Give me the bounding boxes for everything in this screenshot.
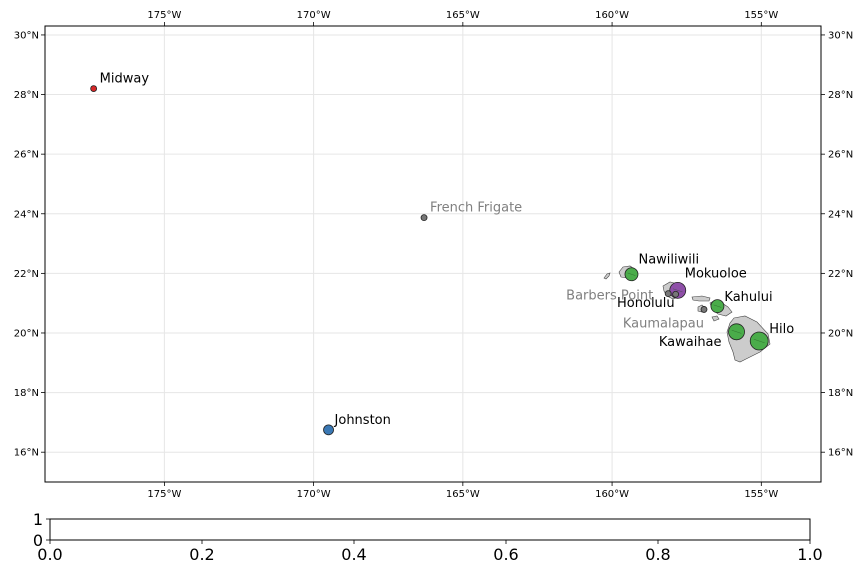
label-johnston: Johnston <box>334 413 391 428</box>
colorbar-x-tick-label: 0.4 <box>341 545 366 564</box>
marker-detail <box>713 304 722 308</box>
island-niihau <box>603 272 611 280</box>
map-gridlines <box>45 26 821 482</box>
lat-tick-label-left: 20°N <box>14 328 39 339</box>
lon-tick-label-top: 165°W <box>446 10 480 21</box>
label-kaumalapau: Kaumalapau <box>623 316 704 331</box>
lat-tick-label-left: 28°N <box>14 90 39 101</box>
marker-midway <box>90 85 98 92</box>
lat-tick-label-right: 30°N <box>828 30 853 41</box>
label-hilo: Hilo <box>769 322 794 337</box>
marker-kaumalapau <box>700 306 708 313</box>
marker-johnston <box>323 424 334 436</box>
marker-barbers-point <box>664 290 672 298</box>
lat-tick-label-left: 26°N <box>14 150 39 161</box>
lat-tick-label-right: 20°N <box>828 328 853 339</box>
station-markers <box>90 85 769 436</box>
lon-tick-label-bottom: 170°W <box>297 489 331 500</box>
lon-tick-label-top: 175°W <box>147 10 181 21</box>
colorbar-x-tick-label: 0.6 <box>493 545 518 564</box>
island-molokai <box>691 295 711 302</box>
island-kahoolawe <box>711 315 720 322</box>
lat-tick-label-right: 24°N <box>828 209 853 220</box>
lon-tick-label-top: 160°W <box>595 10 629 21</box>
map-frame <box>44 25 822 483</box>
lat-tick-label-right: 22°N <box>828 269 853 280</box>
marker-detail <box>753 338 765 344</box>
colorbar-x-tick-label: 0.0 <box>37 545 62 564</box>
label-mokuoloe: Mokuoloe <box>685 266 747 281</box>
label-french-frigate: French Frigate <box>430 201 522 216</box>
label-midway: Midway <box>100 72 150 87</box>
lat-tick-label-right: 16°N <box>828 448 853 459</box>
lon-tick-label-bottom: 160°W <box>595 489 629 500</box>
label-honolulu: Honolulu <box>617 296 675 311</box>
lat-tick-label-right: 26°N <box>828 150 853 161</box>
marker-honolulu <box>672 290 680 298</box>
colorbar-ticks: 1 00.0 0.2 0.4 0.6 0.8 1.0 <box>33 510 823 564</box>
lon-tick-label-bottom: 155°W <box>744 489 778 500</box>
lat-tick-label-left: 18°N <box>14 388 39 399</box>
marker-detail <box>731 329 742 334</box>
lon-tick-label-bottom: 175°W <box>147 489 181 500</box>
marker-detail <box>672 288 683 293</box>
colorbar-x-tick-label: 0.2 <box>189 545 214 564</box>
marker-french-frigate <box>420 214 428 222</box>
label-barbers-point: Barbers Point <box>566 289 653 304</box>
label-kahului: Kahului <box>724 290 772 305</box>
map-axis-ticks: 175°W 175°W 170°W 170°W 165°W 165°W 160°W 160°W… <box>14 10 853 500</box>
lon-tick-label-top: 170°W <box>297 10 331 21</box>
lon-tick-label-top: 155°W <box>744 10 778 21</box>
lat-tick-label-right: 18°N <box>828 388 853 399</box>
colorbar-y-tick-label: 0 <box>33 531 43 550</box>
lat-tick-label-left: 16°N <box>14 448 39 459</box>
lat-tick-label-right: 28°N <box>828 90 853 101</box>
colorbar-x-tick-label: 0.8 <box>645 545 670 564</box>
lat-tick-label-left: 30°N <box>14 30 39 41</box>
colorbar-frame <box>49 518 811 541</box>
station-labels: Midway French Frigate Johnston NawiliwiliMo… <box>100 72 795 428</box>
lon-tick-label-bottom: 165°W <box>446 489 480 500</box>
lat-tick-label-left: 22°N <box>14 269 39 280</box>
label-nawiliwili: Nawiliwili <box>638 252 699 267</box>
colorbar-y-tick-label: 1 <box>33 510 43 529</box>
colorbar-x-tick-label: 1.0 <box>797 545 822 564</box>
label-kawaihae: Kawaihae <box>659 335 722 350</box>
lat-tick-label-left: 24°N <box>14 209 39 220</box>
marker-detail <box>627 272 636 276</box>
